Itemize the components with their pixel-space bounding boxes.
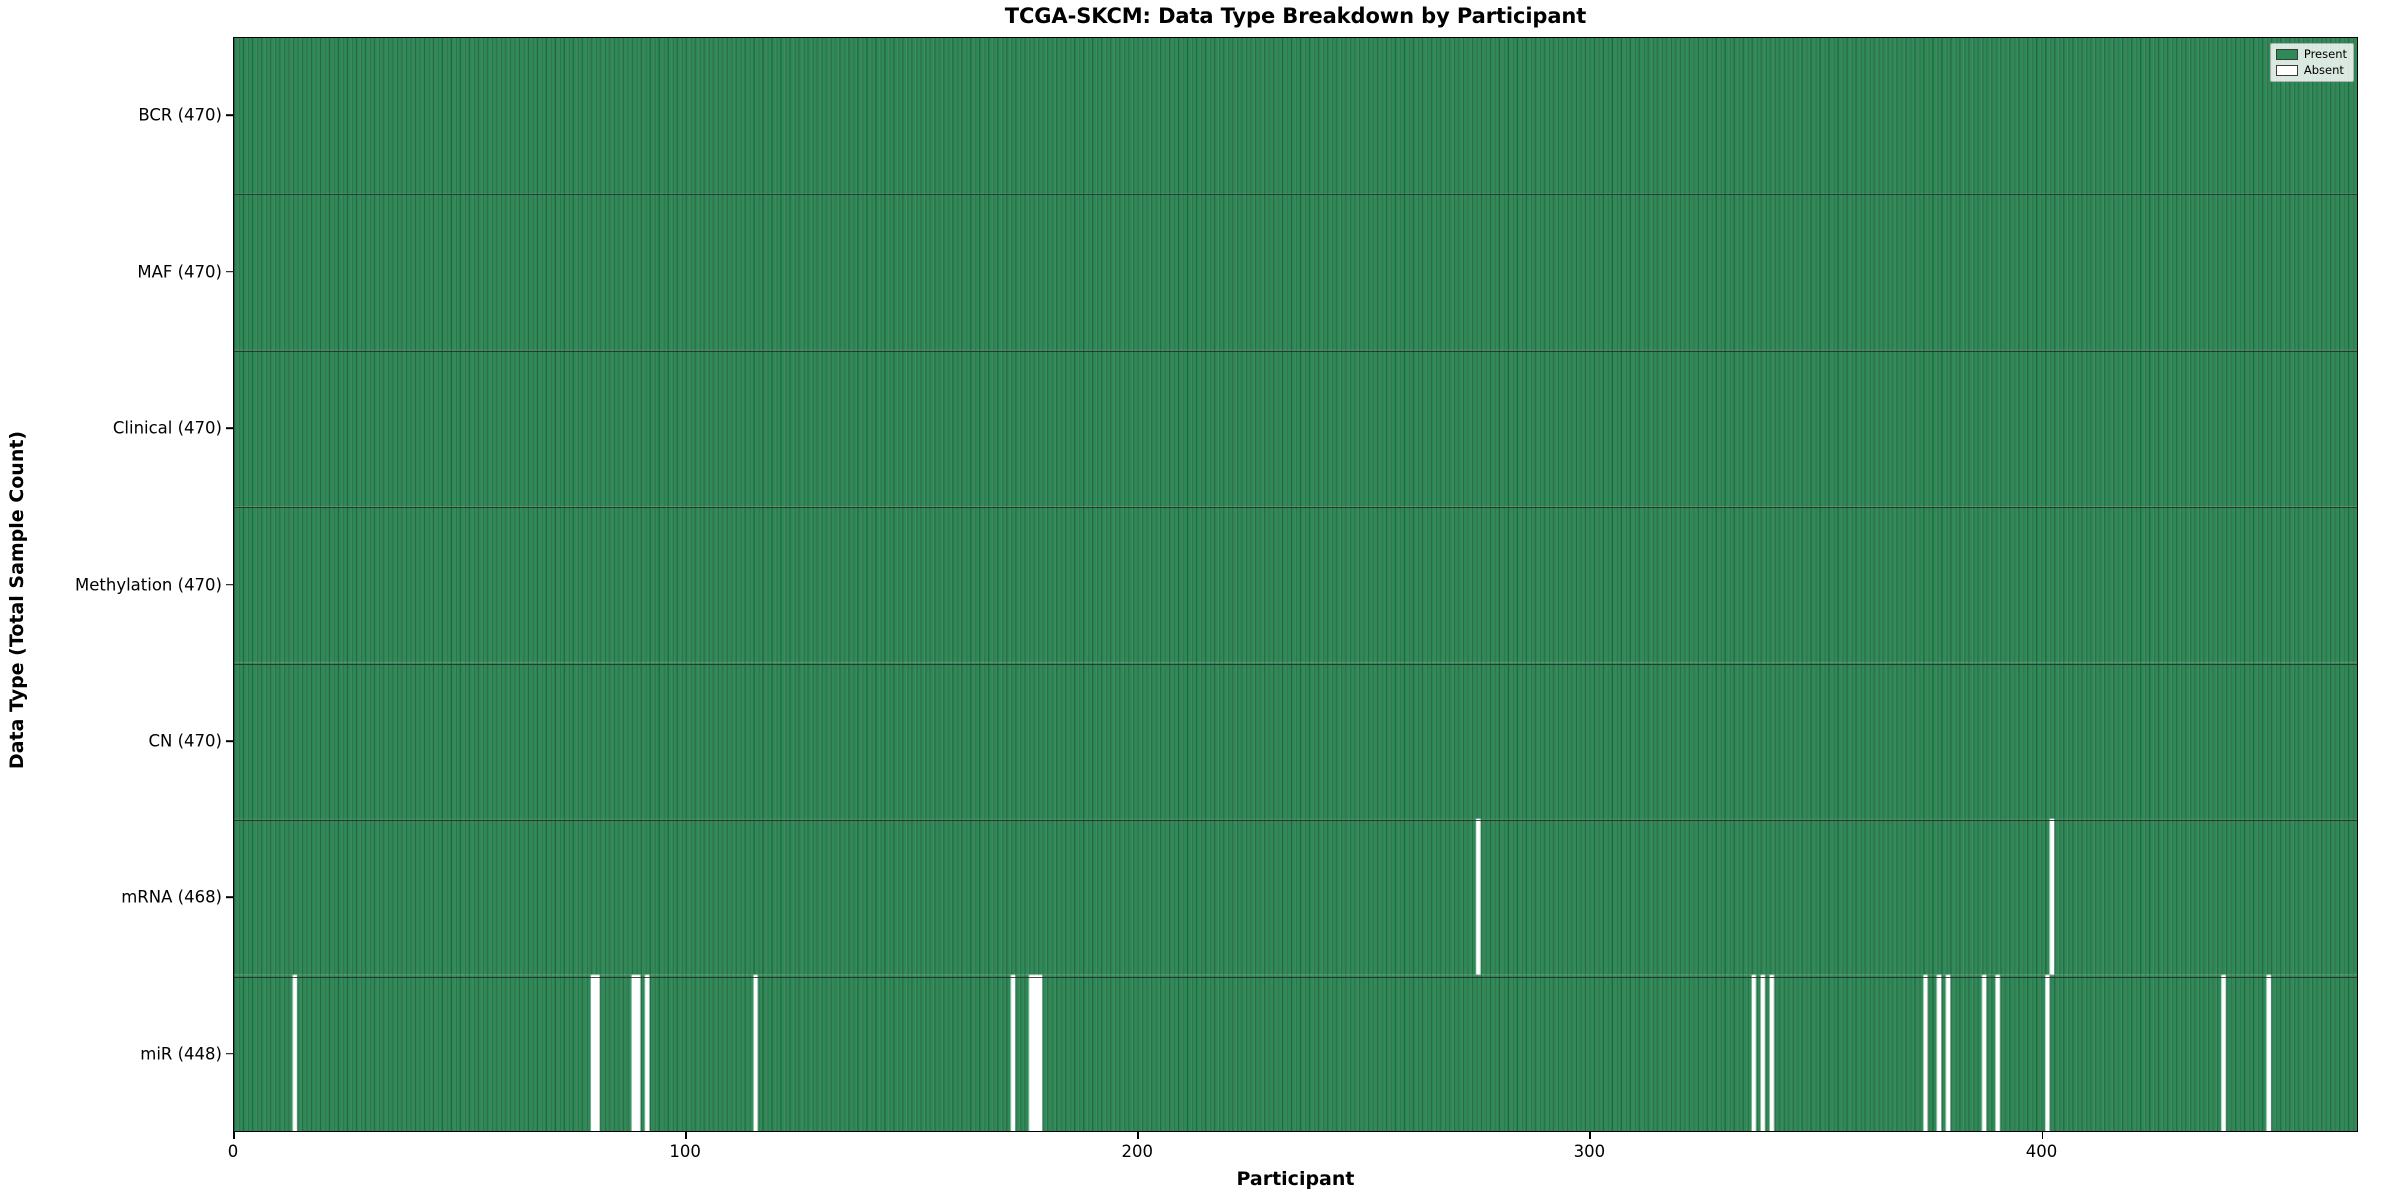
y-tick-label: MAF (470) <box>137 262 222 282</box>
y-axis-label: Data Type (Total Sample Count) <box>6 430 28 770</box>
y-tick-mark <box>226 583 233 586</box>
y-tick-mark <box>226 740 233 742</box>
x-axis-label: Participant <box>1236 1168 1355 1190</box>
y-tick-label: CN (470) <box>148 731 222 751</box>
legend-swatch-absent <box>2275 65 2298 76</box>
y-tick-mark <box>226 114 233 116</box>
y-tick-mark <box>226 1052 233 1055</box>
x-tick-mark <box>1589 1132 1591 1139</box>
x-tick-label: 300 <box>1573 1142 1606 1161</box>
legend-item-present[interactable]: Present <box>2275 47 2347 61</box>
y-tick-mark <box>226 270 233 273</box>
y-tick-label: Clinical (470) <box>112 418 222 438</box>
y-tick-label: BCR (470) <box>138 105 222 125</box>
legend-item-absent[interactable]: Absent <box>2275 63 2347 77</box>
x-tick-mark <box>685 1132 687 1139</box>
legend-swatch-present <box>2275 49 2298 60</box>
x-tick-label: 100 <box>669 1142 701 1161</box>
chart-title: TCGA-SKCM: Data Type Breakdown by Partic… <box>1004 4 1587 28</box>
legend-label-present: Present <box>2303 47 2347 61</box>
x-tick-label: 0 <box>227 1142 239 1161</box>
x-tick-mark <box>1137 1132 1139 1139</box>
chart-legend[interactable]: Present Absent <box>2269 43 2354 82</box>
x-tick-mark <box>2041 1132 2044 1139</box>
y-tick-mark <box>226 427 233 429</box>
y-tick-label: Methylation (470) <box>75 575 222 594</box>
x-tick-label: 200 <box>1121 1142 1154 1161</box>
y-tick-mark <box>226 896 233 899</box>
heatmap-canvas <box>234 38 2357 1131</box>
y-tick-label: mRNA (468) <box>121 887 222 907</box>
y-tick-label: miR (448) <box>140 1044 222 1064</box>
heatmap-plot-area[interactable] <box>233 37 2358 1132</box>
legend-label-absent: Absent <box>2303 63 2344 77</box>
x-tick-mark <box>233 1132 235 1139</box>
x-tick-label: 400 <box>2025 1142 2058 1161</box>
